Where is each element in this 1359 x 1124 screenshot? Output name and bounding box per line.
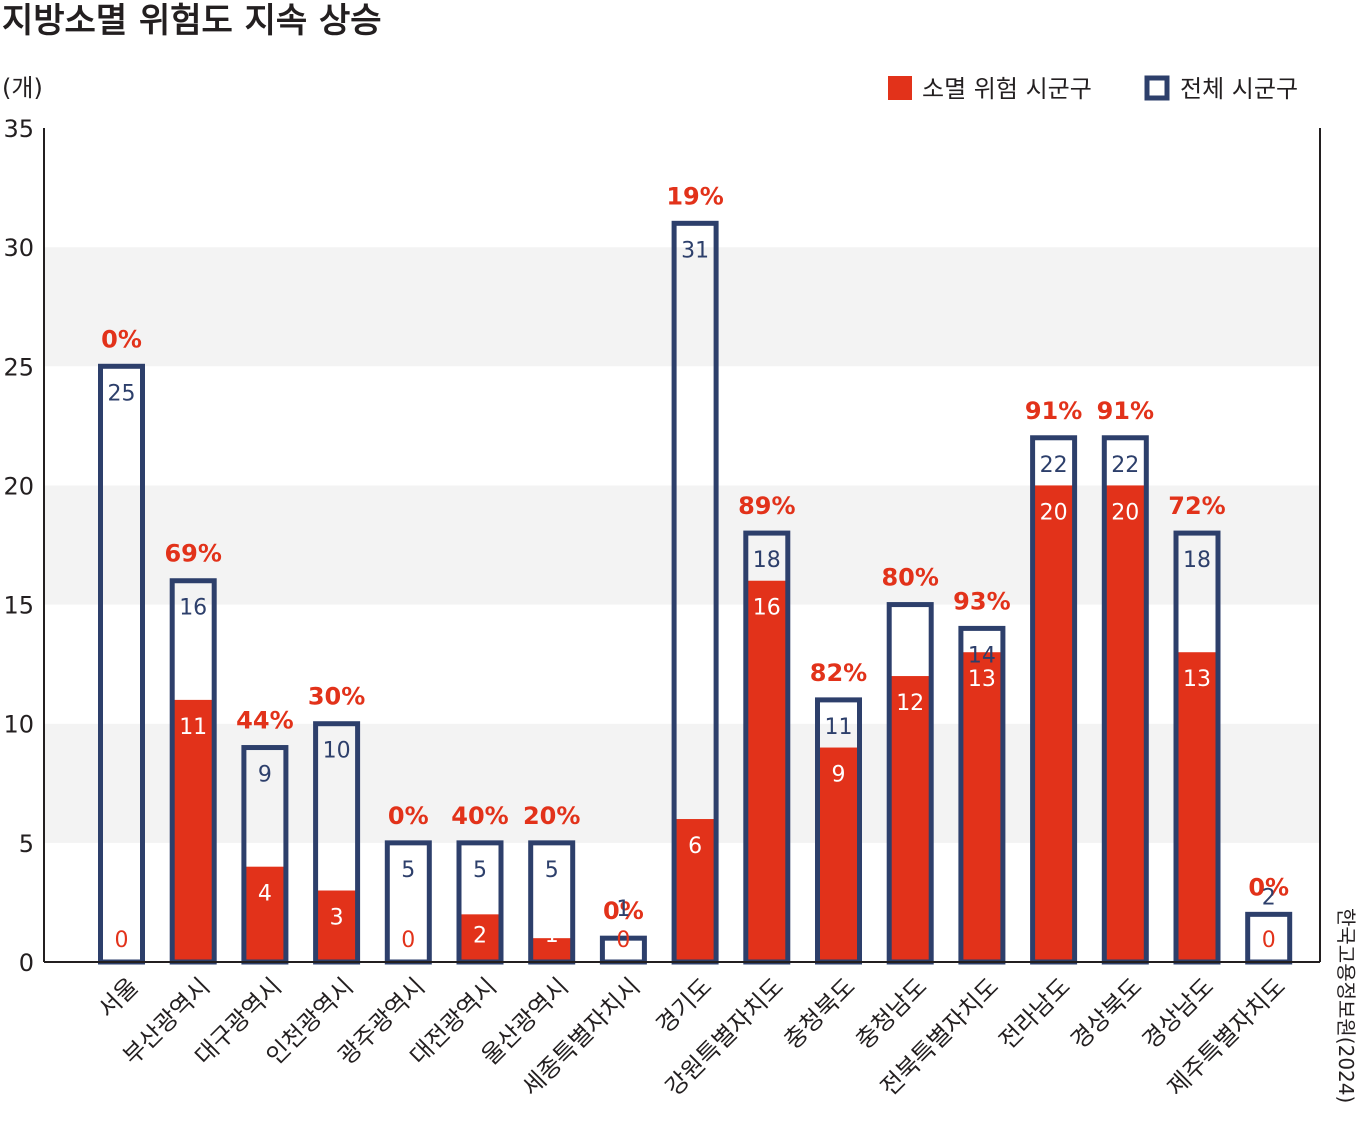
- legend-label-total: 전체 시군구: [1180, 75, 1298, 103]
- risk-value-label: 4: [258, 882, 272, 907]
- grid-band: [44, 128, 1320, 248]
- bar-risk: [1104, 485, 1147, 962]
- percent-label: 44%: [236, 707, 293, 735]
- total-value-label: 16: [179, 596, 207, 621]
- risk-value-label: 20: [1111, 500, 1139, 525]
- grid-band: [44, 366, 1320, 486]
- bar-risk: [674, 819, 717, 962]
- total-value-label: 14: [968, 643, 996, 668]
- total-value-label: 5: [473, 858, 487, 883]
- percent-label: 0%: [603, 897, 644, 925]
- percent-label: 0%: [388, 802, 429, 830]
- risk-value-label: 1: [545, 923, 559, 948]
- total-value-label: 5: [545, 858, 559, 883]
- total-value-label: 10: [323, 739, 351, 764]
- percent-label: 69%: [164, 540, 221, 568]
- y-tick-label: 5: [19, 830, 34, 858]
- total-value-label: 22: [1040, 453, 1068, 478]
- bar-risk: [172, 699, 215, 962]
- y-tick-label: 20: [3, 472, 34, 500]
- y-tick-label: 15: [3, 592, 34, 620]
- percent-label: 93%: [953, 587, 1010, 615]
- category-label: 서울: [93, 972, 144, 1023]
- risk-value-label: 3: [330, 906, 344, 931]
- bar-risk: [243, 866, 286, 962]
- percent-label: 91%: [1097, 397, 1154, 425]
- percent-label: 91%: [1025, 397, 1082, 425]
- percent-label: 89%: [738, 492, 795, 520]
- bar-risk: [1032, 485, 1075, 962]
- risk-value-label: 0: [401, 928, 415, 953]
- risk-value-label: 2: [473, 923, 487, 948]
- risk-value-label: 9: [832, 763, 846, 788]
- bar-risk: [889, 676, 932, 962]
- source-note: 한국고용정보원(2024): [1334, 908, 1358, 1103]
- risk-value-label: 11: [179, 715, 207, 740]
- total-value-label: 25: [108, 381, 136, 406]
- legend: 소멸 위험 시군구 전체 시군구: [888, 75, 1298, 103]
- risk-value-label: 16: [753, 596, 781, 621]
- bar-risk: [315, 890, 358, 962]
- grid-band: [44, 247, 1320, 367]
- y-tick-label: 35: [3, 115, 34, 143]
- percent-label: 30%: [308, 683, 365, 711]
- total-value-label: 18: [1183, 548, 1211, 573]
- bar-risk: [745, 580, 788, 962]
- percent-label: 40%: [451, 802, 508, 830]
- bar-risk: [1176, 652, 1218, 962]
- legend-swatch-total: [1144, 75, 1170, 101]
- percent-label: 82%: [810, 659, 867, 687]
- percent-label: 0%: [1248, 873, 1289, 901]
- risk-value-label: 20: [1040, 500, 1068, 525]
- legend-label-risk: 소멸 위험 시군구: [922, 75, 1092, 103]
- risk-value-label: 6: [688, 834, 702, 859]
- bar-risk: [530, 938, 573, 962]
- y-tick-label: 30: [3, 234, 34, 262]
- total-value-label: 5: [401, 858, 415, 883]
- percent-label: 0%: [101, 325, 142, 353]
- percent-label: 20%: [523, 802, 580, 830]
- percent-label: 72%: [1168, 492, 1225, 520]
- bar-risk: [960, 652, 1003, 962]
- y-tick-label: 25: [3, 353, 34, 381]
- risk-value-label: 0: [616, 928, 630, 953]
- risk-value-label: 13: [1183, 667, 1211, 692]
- category-label: 경기도: [651, 972, 718, 1039]
- total-value-label: 11: [825, 715, 853, 740]
- risk-value-label: 13: [968, 667, 996, 692]
- total-value-label: 18: [753, 548, 781, 573]
- y-tick-label: 10: [3, 711, 34, 739]
- risk-value-label: 0: [1262, 928, 1276, 953]
- legend-swatch-risk: [888, 76, 912, 100]
- total-value-label: 22: [1111, 453, 1139, 478]
- category-label: 전라남도: [994, 972, 1076, 1054]
- y-tick-label: 0: [19, 949, 34, 977]
- chart-title: 지방소멸 위험도 지속 상승: [2, 1, 382, 41]
- bar-risk: [459, 914, 501, 962]
- total-value-label: 9: [258, 763, 272, 788]
- total-value-label: 1: [616, 897, 630, 922]
- bars: [98, 220, 1293, 965]
- total-value-label: 2: [1262, 885, 1276, 910]
- category-label: 충청북도: [778, 972, 860, 1054]
- y-unit-label: (개): [2, 74, 43, 102]
- category-label: 경상북도: [1065, 972, 1147, 1054]
- percent-label: 80%: [881, 564, 938, 592]
- total-value-label: 31: [681, 238, 709, 263]
- bar-risk: [817, 747, 860, 962]
- risk-value-label: 12: [896, 691, 924, 716]
- risk-value-label: 0: [115, 928, 129, 953]
- percent-label: 19%: [666, 182, 723, 210]
- y-axis-ticks: 0 5 10 15 20 25 30 35: [3, 115, 34, 977]
